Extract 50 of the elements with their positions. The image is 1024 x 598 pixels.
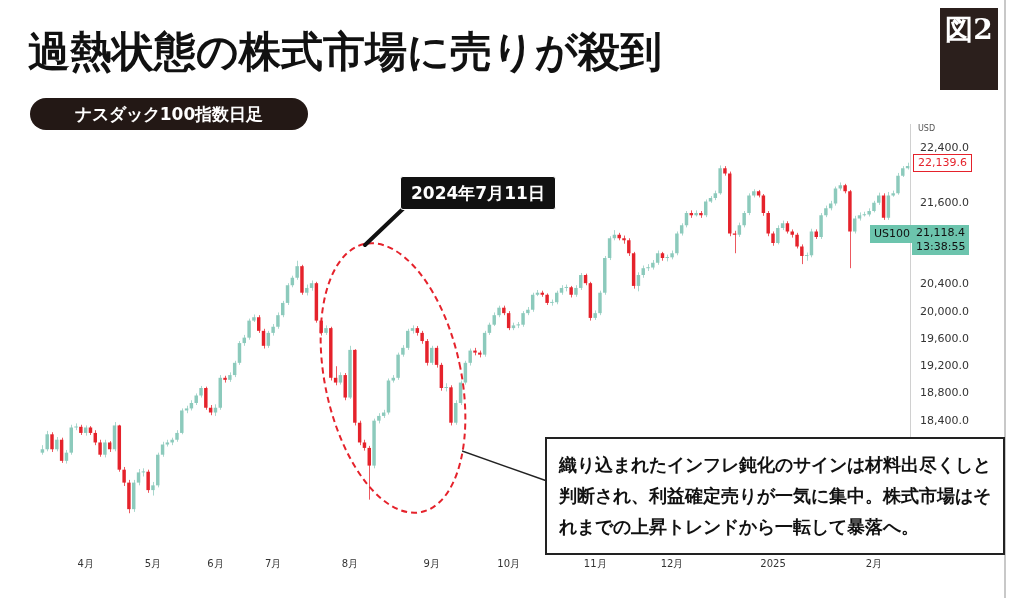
text: 13:38:55 xyxy=(916,240,966,254)
x-tick-label: 4月 xyxy=(77,557,94,569)
y-tick-label: 19,600.0 xyxy=(920,331,969,345)
candlestick xyxy=(247,318,251,341)
candlestick xyxy=(800,243,804,265)
candlestick xyxy=(766,210,770,237)
candlestick xyxy=(180,407,184,435)
candlestick xyxy=(333,365,338,386)
y-tick-label: 19,200.0 xyxy=(920,359,969,373)
candlestick xyxy=(343,372,347,401)
candlestick xyxy=(425,338,429,367)
x-tick-label: 9月 xyxy=(423,557,440,569)
x-tick-label: 2025 xyxy=(760,557,786,569)
x-tick-label: 11月 xyxy=(583,557,607,569)
candlestick xyxy=(204,386,208,411)
annotation: US100 xyxy=(870,225,915,243)
candlestick xyxy=(45,430,49,452)
x-tick-label: 2月 xyxy=(865,557,883,569)
x-tick-label: 5月 xyxy=(144,557,162,569)
caption: 図2 xyxy=(940,8,998,90)
x-tick-label: 7月 xyxy=(264,557,282,569)
chart-title: 過熱状態の株式市場に売りが殺到 xyxy=(28,26,662,78)
y-tick-label: 20,400.0 xyxy=(920,277,969,291)
x-tick-label: 6月 xyxy=(207,557,224,569)
candlestick xyxy=(819,212,823,240)
y-axis-title: USD xyxy=(918,123,936,133)
candlestick xyxy=(675,230,679,256)
text: 21,118.4 xyxy=(916,226,966,240)
candlestick xyxy=(146,469,150,494)
y-tick-label: 20,000.0 xyxy=(920,304,969,318)
candlestick xyxy=(747,192,751,216)
candlestick xyxy=(598,290,602,316)
candlestick xyxy=(50,431,54,453)
candlestick xyxy=(295,260,299,281)
x-tick-label: 8月 xyxy=(341,557,359,569)
label-pill: ナスダック100指数日足 xyxy=(30,98,308,130)
candlestick xyxy=(396,352,400,381)
text: 22,139.6 xyxy=(913,154,972,172)
y-tick-label: 21,600.0 xyxy=(920,195,969,209)
annotation: 2024年7月11日 xyxy=(400,176,556,210)
candlestick xyxy=(896,172,900,196)
x-tick-label: 12月 xyxy=(660,557,684,569)
candlestick xyxy=(776,224,780,245)
y-tick-label: 22,400.0 xyxy=(920,141,969,155)
x-tick-label: 10月 xyxy=(497,557,521,569)
candlestick xyxy=(122,466,126,487)
annotation: 織り込まれたインフレ鈍化のサインは材料出尽くしと判断され、利益確定売りが一気に集中。株式市場はそれまでの上昇トレンドから一転して暴落へ。 xyxy=(559,453,992,539)
y-tick-label: 18,400.0 xyxy=(920,413,969,427)
candlestick xyxy=(454,399,458,426)
y-tick-label: 18,800.0 xyxy=(920,386,969,400)
